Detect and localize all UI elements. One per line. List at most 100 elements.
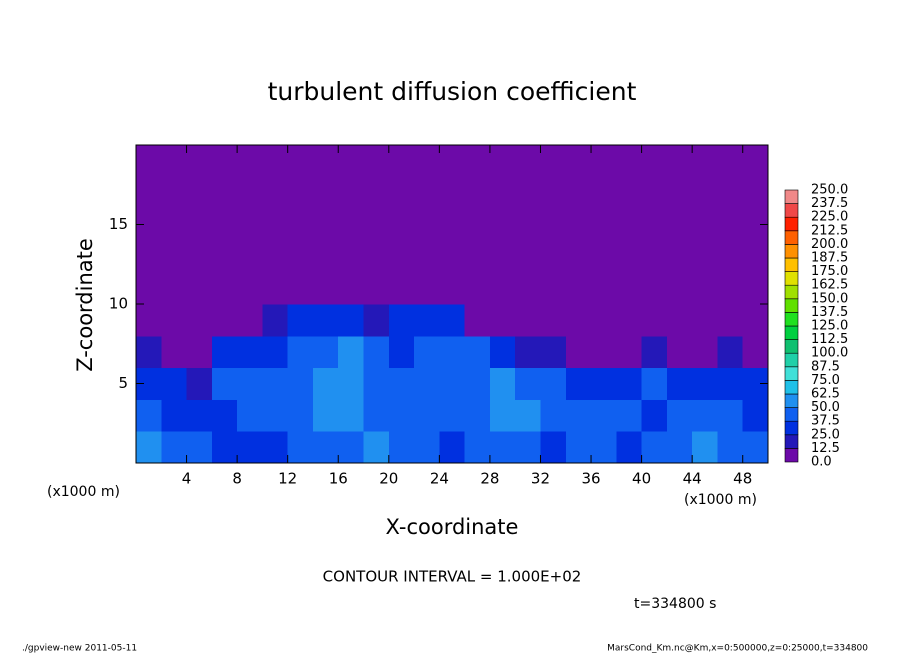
- cell: [414, 367, 440, 400]
- cell: [515, 272, 541, 305]
- cell: [237, 431, 263, 464]
- cell: [742, 399, 769, 432]
- cell: [287, 431, 314, 464]
- x-tick-label: 28: [480, 470, 499, 488]
- cell: [464, 335, 491, 369]
- cell: [363, 399, 390, 432]
- colorbar-swatch: [784, 366, 799, 381]
- cell: [237, 335, 263, 369]
- cell: [211, 304, 238, 337]
- cell: [439, 208, 466, 241]
- cell: [489, 240, 516, 273]
- cell: [186, 176, 213, 210]
- cell: [692, 240, 718, 273]
- cell: [616, 399, 643, 432]
- cell: [464, 272, 491, 305]
- cell: [237, 399, 263, 432]
- cell: [211, 240, 238, 273]
- cell: [717, 399, 744, 432]
- x-tick-label: 48: [733, 470, 752, 488]
- cell: [136, 272, 162, 305]
- cell: [540, 431, 567, 464]
- cell: [692, 208, 718, 241]
- y-tick-label: 15: [109, 215, 128, 233]
- colorbar-swatch: [784, 393, 799, 408]
- cell: [287, 304, 314, 337]
- cell: [439, 304, 466, 337]
- colorbar-swatch: [784, 312, 799, 327]
- cell: [262, 399, 289, 432]
- colorbar-label: 225.0: [811, 210, 848, 225]
- colorbar-swatch: [784, 284, 799, 300]
- cell: [591, 367, 617, 400]
- cell: [464, 367, 491, 400]
- cell: [515, 145, 541, 178]
- cell: [414, 208, 440, 241]
- cell: [717, 208, 744, 241]
- cell: [262, 145, 289, 178]
- cell: [641, 208, 668, 241]
- cell: [666, 367, 693, 400]
- cell: [262, 335, 289, 369]
- cell: [388, 367, 415, 400]
- cell: [591, 335, 617, 369]
- colorbar-label: 25.0: [811, 427, 840, 442]
- cell: [414, 335, 440, 369]
- cell: [363, 208, 390, 241]
- cell: [489, 145, 516, 178]
- cell: [565, 272, 592, 305]
- cell: [262, 240, 289, 273]
- cell: [312, 240, 339, 273]
- chart-title: turbulent diffusion coefficient: [268, 77, 637, 106]
- cell: [692, 176, 718, 210]
- colorbar-label: 0.0: [811, 455, 832, 470]
- cell: [666, 208, 693, 241]
- cell: [136, 176, 162, 210]
- colorbar-label: 100.0: [811, 346, 848, 361]
- cell: [161, 208, 188, 241]
- colorbar-swatch: [784, 352, 799, 368]
- colorbar-swatch: [784, 189, 799, 204]
- cell: [515, 399, 541, 432]
- x-axis-label: X-coordinate: [386, 515, 519, 539]
- cell: [641, 399, 668, 432]
- cell: [666, 431, 693, 464]
- cell: [136, 335, 162, 369]
- cell: [363, 431, 390, 464]
- cell: [515, 208, 541, 241]
- cell: [414, 176, 440, 210]
- cell: [692, 431, 718, 464]
- cell: [414, 240, 440, 273]
- cell: [489, 431, 516, 464]
- cell: [161, 145, 188, 178]
- cell: [717, 367, 744, 400]
- colorbar-label: 112.5: [811, 332, 848, 347]
- cell: [616, 272, 643, 305]
- cell: [641, 145, 668, 178]
- cell: [414, 145, 440, 178]
- cell: [540, 176, 567, 210]
- cell: [742, 176, 769, 210]
- colorbar-label: 75.0: [811, 373, 840, 388]
- cell: [489, 367, 516, 400]
- cell: [161, 176, 188, 210]
- cell: [464, 176, 491, 210]
- cell: [540, 335, 567, 369]
- x-tick-label: 36: [581, 470, 600, 488]
- cell: [439, 145, 466, 178]
- cell: [211, 145, 238, 178]
- cell: [161, 399, 188, 432]
- cell: [515, 431, 541, 464]
- colorbar-swatch: [784, 271, 799, 286]
- cell: [211, 208, 238, 241]
- cell: [388, 272, 415, 305]
- cell: [262, 176, 289, 210]
- x-tick-label: 44: [683, 470, 702, 488]
- cell: [464, 431, 491, 464]
- cell: [666, 145, 693, 178]
- colorbar-swatch: [784, 339, 799, 354]
- cell: [262, 367, 289, 400]
- y-axis-label: Z-coordinate: [73, 238, 97, 372]
- cell: [338, 335, 365, 369]
